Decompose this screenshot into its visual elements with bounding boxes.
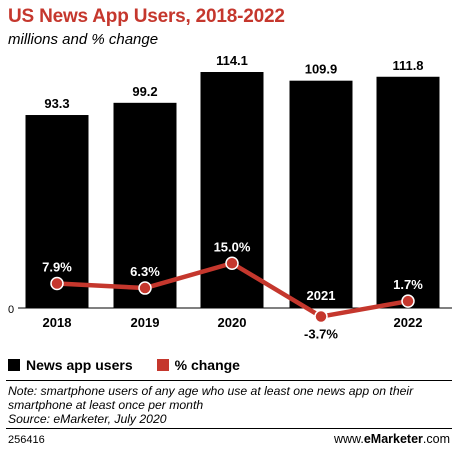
legend-item-bars: News app users xyxy=(8,357,133,373)
legend-label-bars: News app users xyxy=(26,357,133,373)
bar-2018 xyxy=(25,115,89,308)
percent-change-label-2018: 7.9% xyxy=(42,259,72,274)
percent-change-label-2022: 1.7% xyxy=(393,277,423,292)
footer-rule xyxy=(6,428,452,429)
chart-title: US News App Users, 2018-2022 xyxy=(8,6,285,27)
x-tick-label-2020: 2020 xyxy=(218,315,247,330)
legend: News app users % change xyxy=(8,357,240,373)
percent-change-label-2021: -3.7% xyxy=(304,327,338,342)
chart-note: Note: smartphone users of any age who us… xyxy=(8,384,452,426)
chart-id: 256416 xyxy=(8,434,45,446)
percent-change-point-2021 xyxy=(314,309,328,324)
legend-item-line: % change xyxy=(156,357,240,373)
brand-name: eMarketer xyxy=(363,432,423,446)
percent-change-label-2020: 15.0% xyxy=(214,239,251,254)
brand-suffix: .com xyxy=(422,432,450,446)
chart-plot-area: 93.3 99.2 114.1 109.9 111.8 0 2018 2019 2020 2021… xyxy=(8,53,452,342)
y-axis-zero-label: 0 xyxy=(8,304,14,316)
legend-label-line: % change xyxy=(174,357,240,373)
bar-2019 xyxy=(113,102,177,309)
brand-link[interactable]: www.eMarketer.com xyxy=(334,432,450,446)
percent-change-label-2019: 6.3% xyxy=(130,264,160,279)
legend-swatch-line xyxy=(156,359,169,371)
brand-prefix: www. xyxy=(333,432,364,446)
percent-change-point-2020 xyxy=(225,256,239,270)
percent-change-point-2019 xyxy=(138,281,152,295)
bar-2020 xyxy=(200,72,264,308)
legend-swatch-bars xyxy=(8,359,20,371)
bar-value-label-2018: 93.3 xyxy=(44,96,69,111)
bar-value-label-2020: 114.1 xyxy=(216,53,248,68)
x-tick-label-2019: 2019 xyxy=(131,315,160,330)
percent-change-point-2022 xyxy=(401,294,415,308)
bar-value-label-2021: 109.9 xyxy=(305,62,338,77)
percent-change-point-2018 xyxy=(50,276,64,291)
note-text: Note: smartphone users of any age who us… xyxy=(8,384,414,412)
note-top-rule xyxy=(6,380,452,381)
bar-2021 xyxy=(289,80,353,308)
bar-value-label-2022: 111.8 xyxy=(392,58,423,73)
bar-value-label-2019: 99.2 xyxy=(132,84,157,99)
chart-subtitle: millions and % change xyxy=(8,31,159,48)
x-tick-label-2021: 2021 xyxy=(307,288,336,303)
x-tick-label-2022: 2022 xyxy=(394,315,423,330)
x-tick-label-2018: 2018 xyxy=(43,315,72,330)
bar-2022 xyxy=(376,76,440,308)
source-text: Source: eMarketer, July 2020 xyxy=(8,412,167,426)
